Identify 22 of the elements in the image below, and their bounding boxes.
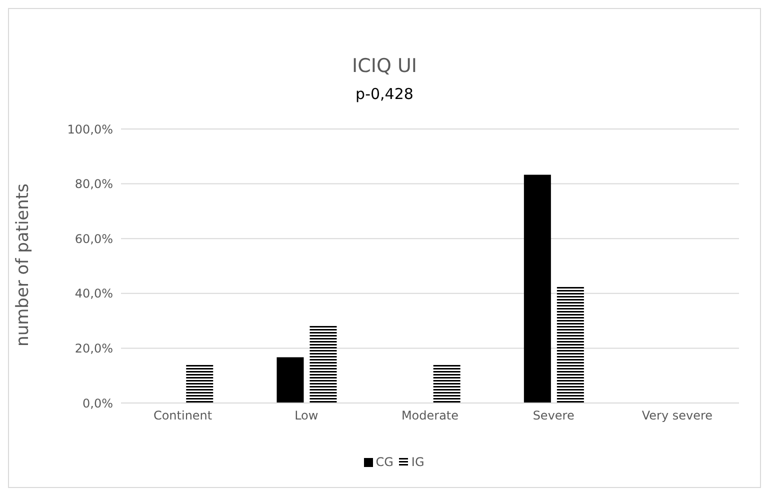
x-tick-label: Low xyxy=(294,408,318,423)
bar xyxy=(433,364,460,403)
x-tick-label: Severe xyxy=(532,408,574,423)
y-tick-label: 80,0% xyxy=(74,177,113,192)
legend-label: IG xyxy=(410,455,424,469)
x-tick-label: Moderate xyxy=(401,408,459,423)
y-tick-label: 0,0% xyxy=(82,396,113,410)
y-axis-title: number of patients xyxy=(13,184,33,346)
y-tick-label: 60,0% xyxy=(74,232,113,246)
x-tick-label: Continent xyxy=(153,408,212,423)
chart-subtitle: p-0,428 xyxy=(354,85,414,103)
x-tick-label: Very severe xyxy=(642,408,713,423)
y-tick-label: 100,0% xyxy=(67,122,113,136)
y-tick-label: 40,0% xyxy=(74,286,113,301)
bar xyxy=(276,357,304,403)
legend-label: CG xyxy=(374,455,394,469)
bar xyxy=(556,285,584,403)
y-tick-label: 20,0% xyxy=(74,341,113,356)
bar xyxy=(524,174,551,403)
bar xyxy=(310,324,337,403)
chart-title: ICIQ UI xyxy=(351,55,418,77)
bar xyxy=(186,364,214,403)
